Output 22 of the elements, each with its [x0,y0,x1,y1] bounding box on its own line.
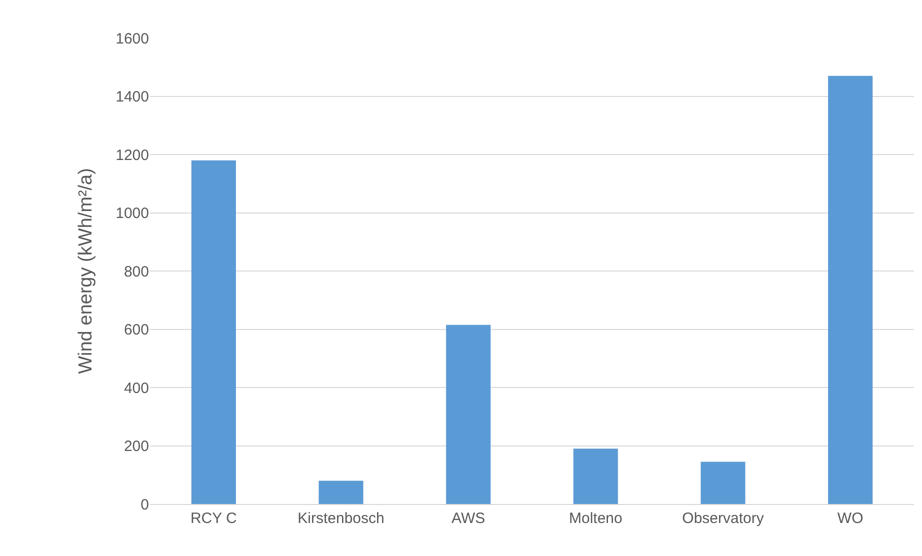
bar [700,462,746,504]
y-tick-label: 1200 [116,146,149,164]
bar [446,324,491,504]
y-tick-label: 1400 [116,88,149,106]
x-tick-label: AWS [452,510,486,527]
y-tick-label: 1000 [116,205,149,222]
y-tick-label: 0 [140,496,149,514]
x-tick-label: Observatory [682,510,764,527]
y-tick-label: 600 [124,322,149,338]
y-tick-label: 200 [124,438,149,455]
bar [318,480,364,504]
y-axis-title: Wind energy (kWh/m²/a) [75,168,96,374]
y-tick-label: 1600 [116,30,149,48]
x-tick-label: Molteno [568,510,622,527]
x-tick-label: RCY C [190,510,238,527]
y-tick-label: 800 [124,263,149,280]
bar [828,76,873,504]
bar [573,448,618,504]
x-tick-label: Kirstenbosch [298,510,384,527]
bar [191,160,236,504]
x-tick-label: WO [837,510,864,527]
y-tick-label: 400 [124,380,149,397]
